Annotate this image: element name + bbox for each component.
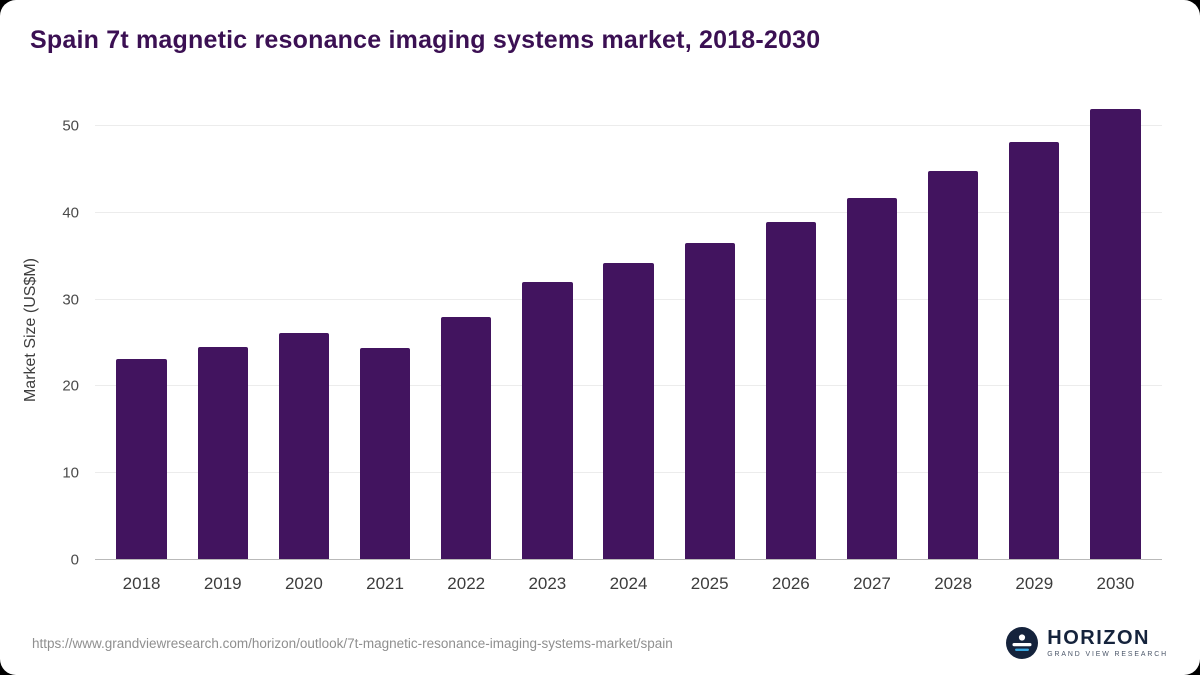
plot-area: 0 10 20 30 40 50 2018 2019 2020 2021 2022 2023 2024… bbox=[62, 100, 1162, 593]
bar bbox=[116, 358, 167, 560]
footer: https://www.grandviewresearch.com/horizo… bbox=[0, 611, 1200, 675]
y-axis-tick-label: 30 bbox=[62, 291, 79, 309]
bars: 2018 2019 2020 2021 2022 2023 2024 2025 2026 2027… bbox=[101, 100, 1156, 593]
x-axis-line bbox=[95, 559, 1162, 560]
horizon-logo: HORIZON GRAND VIEW RESEARCH bbox=[1006, 627, 1168, 659]
x-axis-label: 2021 bbox=[366, 574, 404, 593]
bar-column: 2028 bbox=[913, 100, 994, 593]
x-axis-label: 2028 bbox=[934, 574, 973, 593]
bar-column: 2029 bbox=[994, 100, 1075, 593]
logo-title: HORIZON bbox=[1047, 627, 1150, 649]
x-axis-label: 2024 bbox=[609, 574, 648, 593]
logo-subtitle: GRAND VIEW RESEARCH bbox=[1047, 651, 1168, 658]
logo-text: HORIZON GRAND VIEW RESEARCH bbox=[1047, 628, 1168, 658]
bar bbox=[1090, 108, 1141, 560]
bar-column: 2022 bbox=[426, 100, 507, 593]
y-axis-title: Market Size (US$M) bbox=[8, 100, 54, 560]
bar bbox=[522, 282, 573, 560]
bar-column: 2019 bbox=[182, 100, 263, 593]
bar-column: 2025 bbox=[669, 100, 750, 593]
bar bbox=[278, 332, 330, 560]
x-axis-label: 2018 bbox=[122, 574, 161, 593]
bar bbox=[765, 221, 816, 560]
x-axis-label: 2029 bbox=[1015, 574, 1054, 593]
bar bbox=[197, 346, 248, 560]
bar bbox=[927, 171, 979, 560]
source-url: https://www.grandviewresearch.com/horizo… bbox=[32, 635, 673, 651]
page-title: Spain 7t magnetic resonance imaging syst… bbox=[30, 26, 821, 54]
bar bbox=[684, 243, 735, 560]
x-axis-label: 2020 bbox=[284, 574, 323, 593]
bar-column: 2023 bbox=[507, 100, 588, 593]
x-axis-label: 2030 bbox=[1096, 574, 1135, 593]
bar-column: 2018 bbox=[101, 100, 182, 593]
x-axis-label: 2026 bbox=[771, 574, 810, 593]
x-axis-label: 2022 bbox=[447, 574, 486, 593]
bar-column: 2024 bbox=[588, 100, 669, 593]
bar bbox=[359, 348, 411, 560]
bar-column: 2020 bbox=[263, 100, 344, 593]
horizon-logo-icon bbox=[1006, 627, 1039, 659]
x-axis-label: 2027 bbox=[853, 574, 891, 593]
bar-column: 2030 bbox=[1075, 100, 1156, 593]
y-axis-tick-label: 10 bbox=[62, 464, 79, 482]
x-axis-label: 2025 bbox=[690, 574, 729, 593]
bar bbox=[846, 198, 898, 560]
x-axis-label: 2019 bbox=[203, 574, 242, 593]
x-axis-label: 2023 bbox=[528, 574, 567, 593]
bar-column: 2027 bbox=[831, 100, 912, 593]
y-axis-tick-label: 20 bbox=[62, 377, 79, 395]
y-axis-tick-label: 50 bbox=[62, 117, 79, 135]
bar bbox=[1009, 141, 1060, 560]
y-axis-tick-label: 0 bbox=[70, 551, 79, 569]
bar bbox=[441, 316, 492, 560]
y-axis-title-text: Market Size (US$M) bbox=[22, 257, 39, 403]
y-axis-tick-label: 40 bbox=[62, 204, 79, 222]
bar-column: 2021 bbox=[344, 100, 425, 593]
bar bbox=[603, 263, 654, 560]
bar-column: 2026 bbox=[750, 100, 831, 593]
gridline bbox=[95, 211, 1162, 213]
gridline bbox=[95, 125, 1162, 127]
